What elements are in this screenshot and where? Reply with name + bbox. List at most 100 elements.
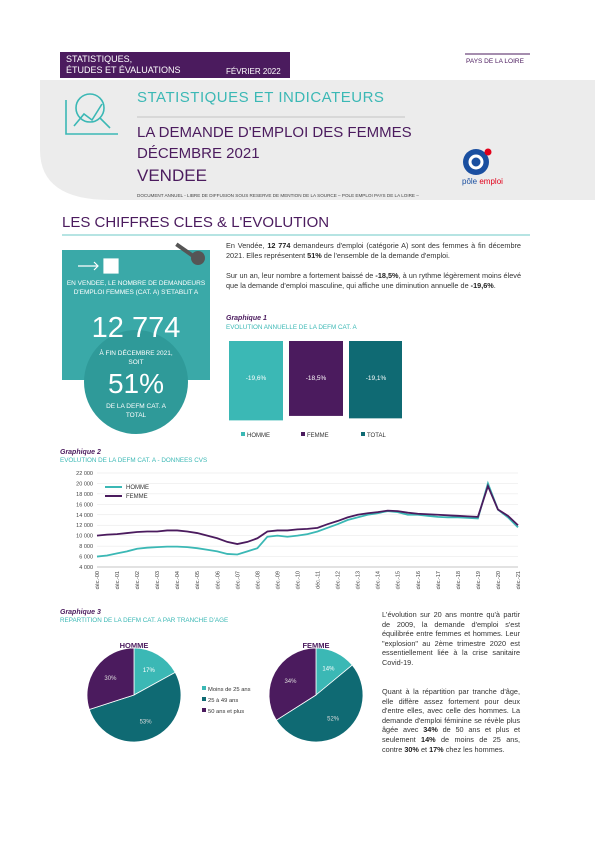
x-tick-label: déc.-20 (496, 571, 502, 589)
pie-slice (133, 647, 176, 696)
bar (349, 341, 402, 419)
y-tick-label: 4 000 (79, 565, 93, 571)
key-icon (175, 242, 205, 265)
x-tick-label: déc.-10 (295, 571, 301, 589)
slice-label: 34% (284, 679, 297, 685)
text-run: chez les hommes. (443, 744, 505, 754)
text-run: En Vendée, (226, 241, 268, 250)
card-outro: DE LA DEFM CAT. A TOTAL (106, 403, 166, 419)
paragraph: En Vendée, 12 774 demandeurs d'emploi (c… (226, 241, 521, 260)
x-tick-label: déc.-17 (436, 571, 442, 589)
text-run: , à un rythme légèrement moins élevé que… (226, 271, 521, 290)
pie-title: HOMME (120, 641, 149, 650)
legend-swatch (202, 697, 206, 701)
x-tick-label: déc.-09 (275, 571, 281, 589)
graph-label: Graphique 2 (60, 449, 101, 456)
kicker: STATISTIQUES ET INDICATEURS (137, 89, 385, 106)
legend-swatch (202, 686, 206, 690)
legend-label: Moins de 25 ans (208, 687, 251, 693)
x-tick-label: déc.-21 (516, 571, 522, 589)
pie-slice (275, 664, 364, 743)
slice-label: 52% (327, 717, 340, 723)
x-tick-label: déc.-08 (255, 571, 261, 589)
text-run: 51% (307, 250, 322, 260)
legend-label: HOMME (126, 485, 149, 491)
legend-label: TOTAL (367, 433, 386, 439)
legend-label: HOMME (247, 433, 270, 439)
paragraph: L'évolution sur 20 ans montre qu'à parti… (382, 610, 520, 668)
title-line: DÉCEMBRE 2021 (137, 145, 260, 162)
region: PAYS DE LA LOIRE (466, 58, 524, 65)
y-tick-label: 8 000 (79, 544, 93, 550)
x-tick-label: déc.-15 (396, 571, 402, 589)
logo-e (468, 154, 484, 170)
pie-title: FEMME (302, 641, 329, 650)
bar (289, 341, 343, 416)
place: VENDEE (137, 166, 207, 185)
slice-label: 14% (322, 667, 335, 673)
section-title: LES CHIFFRES CLES & L'EVOLUTION (62, 214, 330, 231)
card-intro: EN VENDEE, LE NOMBRE DE DEMANDEURS D'EMP… (66, 280, 206, 296)
graph-label: Graphique 3 (60, 609, 101, 616)
issue-date: FÉVRIER 2022 (226, 67, 281, 76)
x-tick-label: déc.-18 (456, 571, 462, 589)
text-run: Sur un an, leur nombre a fortement baiss… (226, 271, 376, 280)
logo-dot (484, 148, 492, 156)
y-tick-label: 22 000 (76, 471, 93, 477)
pie-slice (88, 671, 182, 743)
y-tick-label: 12 000 (76, 523, 93, 529)
slice-label: 30% (104, 676, 117, 682)
legend-label: FEMME (307, 433, 329, 439)
text-run: L'évolution sur 20 ans montre qu'à parti… (382, 610, 520, 667)
text-run: et (418, 744, 430, 754)
text-run: 30% (404, 744, 419, 754)
series-title: STATISTIQUES, ÉTUDES ET ÉVALUATIONS (66, 54, 181, 76)
text-run: . (493, 280, 496, 290)
x-tick-label: déc.-11 (316, 571, 322, 589)
card-circle (84, 330, 188, 434)
paragraph: Quant à la répartition par tranche d'âge… (382, 687, 520, 754)
pie-slice (86, 647, 135, 711)
y-tick-label: 16 000 (76, 502, 93, 508)
doc-note: DOCUMENT ANNUEL - LIBRE DE DIFFUSION SOU… (137, 193, 419, 198)
graph-label: Graphique 1 (226, 315, 267, 322)
text-run: de l'ensemble de la demande d'emploi. (321, 250, 450, 260)
card-number: 12 774 (91, 312, 181, 344)
x-tick-label: déc.-01 (115, 571, 121, 589)
x-tick-label: déc.-02 (135, 571, 141, 589)
text-run: demandeurs d'emploi (catégorie A) sont d… (226, 241, 521, 260)
y-tick-label: 20 000 (76, 481, 93, 487)
x-tick-label: déc.-16 (416, 571, 422, 589)
pie-slice (268, 647, 317, 721)
y-tick-label: 10 000 (76, 534, 93, 540)
series-box (60, 52, 290, 78)
y-tick-label: 14 000 (76, 513, 93, 519)
x-tick-label: déc.-19 (476, 571, 482, 589)
bar-label: -19,1% (366, 375, 387, 382)
legend-swatch (301, 432, 305, 436)
legend-swatch (361, 432, 365, 436)
x-tick-label: déc.-05 (195, 571, 201, 589)
header-band (40, 80, 595, 200)
text-run: de moins de 25 ans, contre (382, 734, 520, 754)
x-tick-label: déc.-14 (376, 571, 382, 589)
slice-label: 17% (143, 668, 156, 674)
series-line: ÉTUDES ET ÉVALUATIONS (66, 65, 181, 75)
line-series (96, 480, 519, 558)
y-tick-label: 18 000 (76, 492, 93, 498)
slice-label: 53% (140, 720, 153, 726)
logo-word: pôle (462, 177, 478, 186)
title-line: LA DEMANDE D'EMPLOI DES FEMMES (137, 124, 412, 141)
y-tick-label: 6 000 (79, 555, 93, 561)
doc-title: LA DEMANDE D'EMPLOI DES FEMMES DÉCEMBRE … (137, 122, 412, 164)
graph-title: EVOLUTION DE LA DEFM CAT. A - DONNEES CV… (60, 457, 207, 464)
bar-label: -19,6% (246, 375, 267, 382)
series-line: STATISTIQUES, (66, 54, 133, 64)
card-icons (78, 258, 119, 274)
logo-word: emploi (479, 177, 503, 186)
